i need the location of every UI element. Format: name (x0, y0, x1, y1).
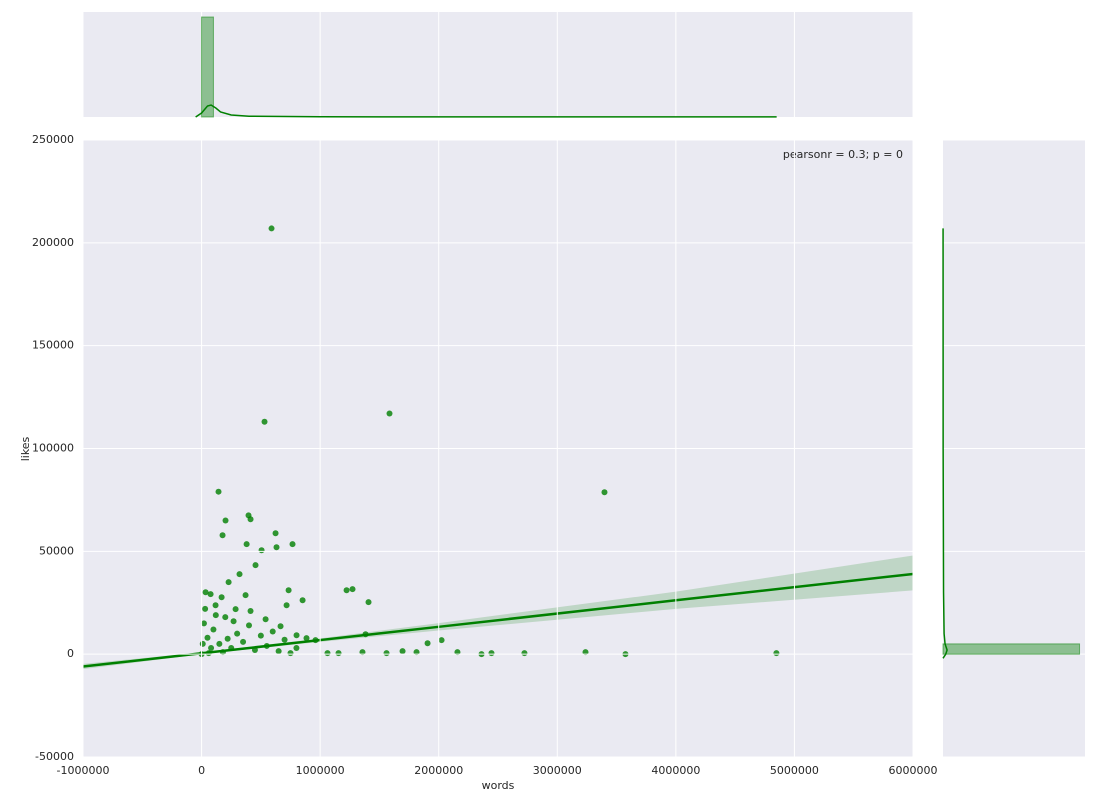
y-tick-label: 50000 (39, 544, 74, 557)
scatter-point (299, 597, 306, 604)
scatter-point (413, 649, 420, 656)
scatter-point (215, 488, 222, 495)
y-tick-label: 150000 (32, 339, 74, 352)
scatter-point (207, 591, 214, 598)
scatter-point (247, 516, 254, 523)
scatter-point (261, 418, 268, 425)
scatter-point (281, 636, 288, 643)
x-tick-label: -1000000 (57, 764, 110, 777)
scatter-point (247, 607, 254, 614)
scatter-point (242, 592, 249, 599)
scatter-point (424, 640, 431, 647)
scatter-point (219, 532, 226, 539)
scatter-point (246, 622, 252, 629)
scatter-point (212, 612, 219, 619)
scatter-point (240, 638, 247, 645)
scatter-point (210, 626, 217, 633)
x-tick-label: 6000000 (889, 764, 938, 777)
scatter-point (218, 594, 225, 601)
scatter-point (293, 644, 300, 651)
scatter-point (383, 650, 390, 657)
scatter-point (488, 650, 495, 657)
histogram-bar (201, 16, 214, 118)
y-tick-label: 100000 (32, 442, 74, 455)
scatter-point (208, 644, 215, 651)
scatter-point (262, 616, 269, 623)
scatter-point (283, 602, 290, 609)
scatter-point (289, 541, 296, 548)
scatter-point (234, 630, 241, 637)
x-tick-label: 4000000 (651, 764, 700, 777)
scatter-point (365, 599, 372, 606)
scatter-point (224, 635, 231, 642)
scatter-point (303, 635, 310, 642)
x-tick-label: 0 (198, 764, 205, 777)
scatter-point (257, 632, 264, 639)
scatter-point (252, 562, 259, 569)
y-tick-label: 250000 (32, 133, 74, 146)
x-axis-label: words (482, 779, 515, 792)
scatter-point (232, 606, 239, 613)
annotation: pearsonr = 0.3; p = 0 (783, 148, 903, 161)
scatter-point (285, 587, 292, 594)
scatter-point (399, 648, 406, 655)
y-tick-label: 0 (67, 647, 74, 660)
regression-line (82, 572, 914, 668)
scatter-point (324, 650, 331, 657)
scatter-point (773, 650, 780, 657)
kde-line (195, 104, 777, 118)
scatter-point (222, 517, 229, 524)
scatter-point (438, 637, 445, 644)
scatter-point (601, 489, 608, 496)
x-tick-label: 1000000 (296, 764, 345, 777)
top-panel (83, 12, 913, 117)
scatter-point (212, 602, 219, 609)
x-tick-label: 5000000 (770, 764, 819, 777)
scatter-point (236, 571, 243, 578)
scatter-point (277, 623, 284, 630)
scatter-point (349, 586, 356, 593)
scatter-point (200, 620, 207, 627)
scatter-point (204, 634, 211, 641)
scatter-point (269, 628, 276, 635)
scatter-point (230, 618, 237, 625)
scatter-point (199, 640, 206, 647)
y-axis-label: likes (19, 436, 32, 461)
scatter-point (454, 649, 461, 656)
scatter-point (268, 225, 275, 232)
kde-line (942, 228, 948, 659)
scatter-point (272, 530, 279, 537)
scatter-point (521, 650, 528, 657)
scatter-point (275, 648, 282, 655)
scatter-point (293, 632, 300, 639)
scatter-point (216, 640, 223, 647)
scatter-point (258, 547, 265, 554)
scatter-point (243, 541, 250, 548)
scatter-point (273, 544, 280, 551)
y-tick-label: 200000 (32, 236, 74, 249)
scatter-point (343, 587, 350, 594)
x-tick-label: 3000000 (533, 764, 582, 777)
scatter-point (335, 650, 342, 657)
y-tick-label: -50000 (35, 750, 74, 763)
x-tick-label: 2000000 (414, 764, 463, 777)
scatter-point (582, 649, 589, 656)
scatter-point (202, 589, 209, 596)
scatter-point (386, 410, 393, 417)
scatter-point (222, 614, 229, 621)
scatter-point (359, 649, 366, 656)
scatter-point (202, 605, 209, 612)
scatter-point (225, 579, 232, 586)
scatter-point (287, 650, 294, 657)
histogram-bar (942, 643, 1081, 655)
